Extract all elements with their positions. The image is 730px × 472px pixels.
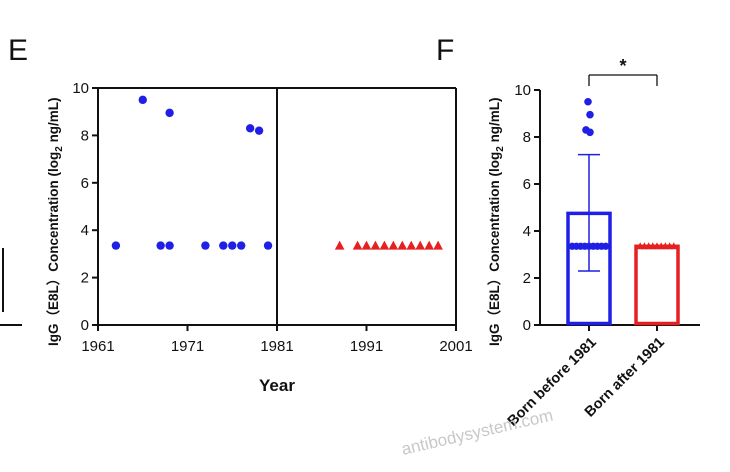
panel-e-y-tick-label: 2 <box>81 270 89 287</box>
panel-f-point-triangle <box>670 242 678 250</box>
panel-e-point-circle <box>111 241 121 250</box>
panel-e-axes: 0 2 4 6 8 10 1961 1971 1981 1991 2001 <box>72 80 472 355</box>
panel-e-point-circle <box>201 241 210 250</box>
panel-e-y-tick-label: 4 <box>81 222 89 239</box>
panel-e-point-triangle <box>334 240 345 250</box>
panel-e-point-triangle <box>415 240 425 250</box>
panel-e-y-tick-label: 0 <box>81 317 89 334</box>
panel-e-x-tick-label: 1971 <box>171 338 204 355</box>
panel-e-y-tick-label: 6 <box>81 175 89 192</box>
panel-e-ylabel: IgG（E8L）Concentration (log2 ng/mL) <box>46 97 65 346</box>
panel-e-letter: E <box>8 34 28 67</box>
panel-f-outlier-point <box>586 110 594 119</box>
panel-e-point-circle <box>138 95 147 105</box>
panel-e-point-circle <box>219 241 228 250</box>
panel-e-point-circle <box>237 241 246 250</box>
panel-f-outlier-point <box>584 97 592 106</box>
panel-e-point-circle <box>165 108 174 118</box>
panel-e-point-triangle <box>397 240 408 250</box>
panel-e-point-triangle <box>388 240 399 250</box>
watermark: antibodysystem.com <box>400 406 555 459</box>
panel-e-x-tick-label: 1981 <box>260 338 293 355</box>
panel-e-point-circle <box>165 241 174 250</box>
panel-f-significance-label: * <box>619 56 626 76</box>
panel-f-bar: IgG（E8L）Concentration (log2 ng/mL) 0 2 4 6 8… <box>487 56 700 430</box>
panel-e-x-tick-label: 1961 <box>81 338 114 355</box>
panel-f-y-tick-label: 6 <box>523 176 531 193</box>
panel-e-xlabel: Year <box>259 376 295 395</box>
panel-e-point-circle <box>263 241 273 250</box>
panel-f-y-tick-label: 8 <box>523 129 531 146</box>
panel-e-point-circle <box>254 126 264 135</box>
panel-e-y-tick-label: 8 <box>81 127 89 144</box>
panel-f-bar <box>634 244 680 326</box>
panel-e-x-tick-label: 2001 <box>439 338 472 355</box>
panel-e-point-circle <box>156 241 165 250</box>
panel-f-ylabel: IgG（E8L）Concentration (log2 ng/mL) <box>487 97 506 346</box>
panel-f-y-tick-label: 2 <box>523 270 531 287</box>
panel-e-point-triangle <box>406 240 417 250</box>
panel-f-outlier-point <box>586 128 594 137</box>
panel-e-y-tick-label: 10 <box>72 80 89 97</box>
panel-e-point-triangle <box>352 240 363 250</box>
panel-e-point-triangle <box>379 240 390 250</box>
panel-f-letter: F <box>436 34 454 67</box>
panel-f-bars <box>566 97 680 326</box>
panel-e-point-circle <box>245 124 255 133</box>
panel-e-scatter: IgG（E8L）Concentration (log2 ng/mL) Year … <box>46 80 473 395</box>
panel-f-point-circle <box>602 242 610 250</box>
panel-f-y-tick-label: 4 <box>523 223 531 240</box>
panel-f-y-tick-label: 10 <box>514 82 531 99</box>
panel-e-x-tick-label: 1991 <box>350 338 383 355</box>
panel-e-point-triangle <box>361 240 372 250</box>
panel-f-y-tick-label: 0 <box>523 317 531 334</box>
panel-e-point-triangle <box>370 240 381 250</box>
panel-e-point-triangle <box>424 240 434 250</box>
panel-e-point-triangle <box>433 240 443 250</box>
panel-e-point-circle <box>228 241 237 250</box>
panel-e-points <box>111 95 443 250</box>
